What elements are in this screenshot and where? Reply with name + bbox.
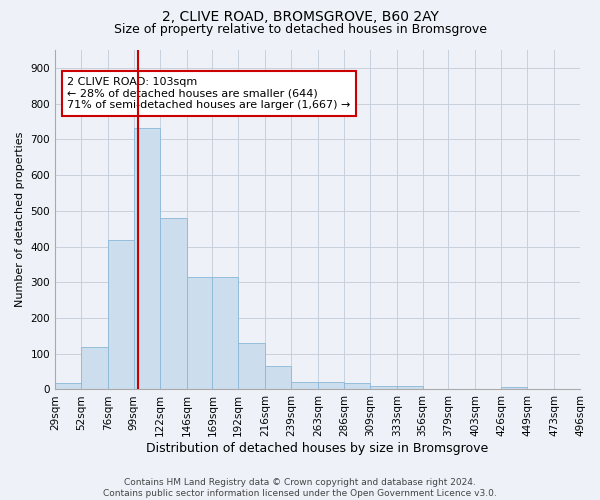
Text: 2, CLIVE ROAD, BROMSGROVE, B60 2AY: 2, CLIVE ROAD, BROMSGROVE, B60 2AY — [161, 10, 439, 24]
Bar — [134, 128, 160, 390]
Y-axis label: Number of detached properties: Number of detached properties — [15, 132, 25, 308]
Bar — [160, 218, 187, 390]
Bar — [55, 383, 81, 390]
Bar — [81, 346, 108, 390]
X-axis label: Distribution of detached houses by size in Bromsgrove: Distribution of detached houses by size … — [146, 442, 488, 455]
Bar — [108, 240, 134, 390]
Bar — [370, 386, 397, 390]
Bar — [291, 382, 318, 390]
Bar — [502, 386, 527, 390]
Bar — [187, 277, 212, 390]
Text: Contains HM Land Registry data © Crown copyright and database right 2024.
Contai: Contains HM Land Registry data © Crown c… — [103, 478, 497, 498]
Bar — [265, 366, 291, 390]
Bar — [238, 343, 265, 390]
Bar — [344, 383, 370, 390]
Bar — [397, 386, 422, 390]
Bar — [318, 382, 344, 390]
Text: 2 CLIVE ROAD: 103sqm
← 28% of detached houses are smaller (644)
71% of semi-deta: 2 CLIVE ROAD: 103sqm ← 28% of detached h… — [67, 77, 351, 110]
Text: Size of property relative to detached houses in Bromsgrove: Size of property relative to detached ho… — [113, 22, 487, 36]
Bar — [212, 277, 238, 390]
